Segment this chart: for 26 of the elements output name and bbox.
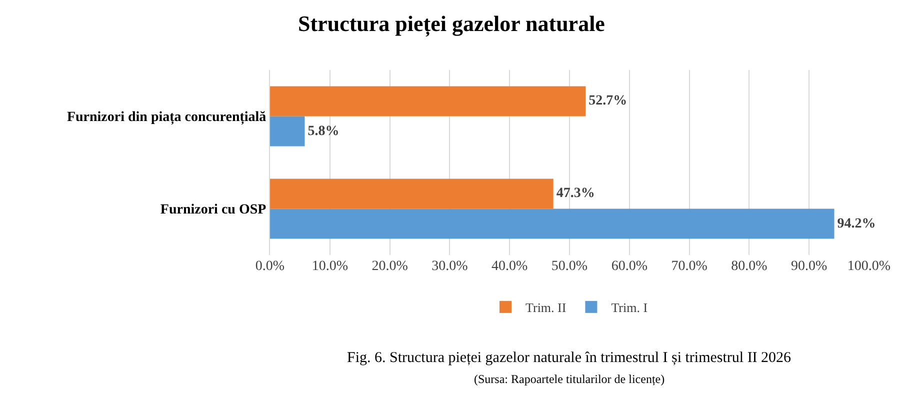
x-tick-label: 30.0% bbox=[432, 259, 468, 274]
data-label: 47.3% bbox=[556, 186, 595, 202]
x-tick-label: 20.0% bbox=[372, 259, 408, 274]
x-tick-label: 10.0% bbox=[312, 259, 348, 274]
bar bbox=[270, 116, 305, 146]
x-tick-label: 40.0% bbox=[492, 259, 528, 274]
bar bbox=[270, 178, 554, 209]
legend-label: Trim. I bbox=[611, 300, 648, 316]
x-tick-label: 80.0% bbox=[731, 259, 768, 274]
y-tick-label: Furnizori din piața concurențială bbox=[66, 110, 266, 126]
legend-label: Trim. II bbox=[526, 300, 566, 316]
text: (Sursa: Rapoartele titularilor de licențe) bbox=[474, 372, 665, 386]
data-label: 52.7% bbox=[588, 94, 628, 109]
x-tick-label: 90.0% bbox=[791, 259, 828, 274]
bar bbox=[270, 208, 834, 239]
x-tick-label: 50.0% bbox=[551, 259, 588, 274]
x-tick-label: 100.0% bbox=[847, 259, 891, 274]
chart-title: Structura pieței gazelor naturale bbox=[298, 11, 606, 38]
x-tick-label: 60.0% bbox=[611, 259, 648, 274]
caption: Fig. 6. Structura pieței gazelor naturale în trimestrul I și trimestrul II 2026 bbox=[347, 350, 792, 366]
x-tick-label: 70.0% bbox=[671, 259, 708, 274]
x-tick-label: 0.0% bbox=[255, 259, 285, 274]
y-tick-label: Furnizori cu OSP bbox=[160, 202, 267, 218]
data-label: 94.2% bbox=[837, 216, 876, 232]
bar bbox=[270, 86, 586, 116]
data-label: 5.8% bbox=[308, 124, 340, 139]
